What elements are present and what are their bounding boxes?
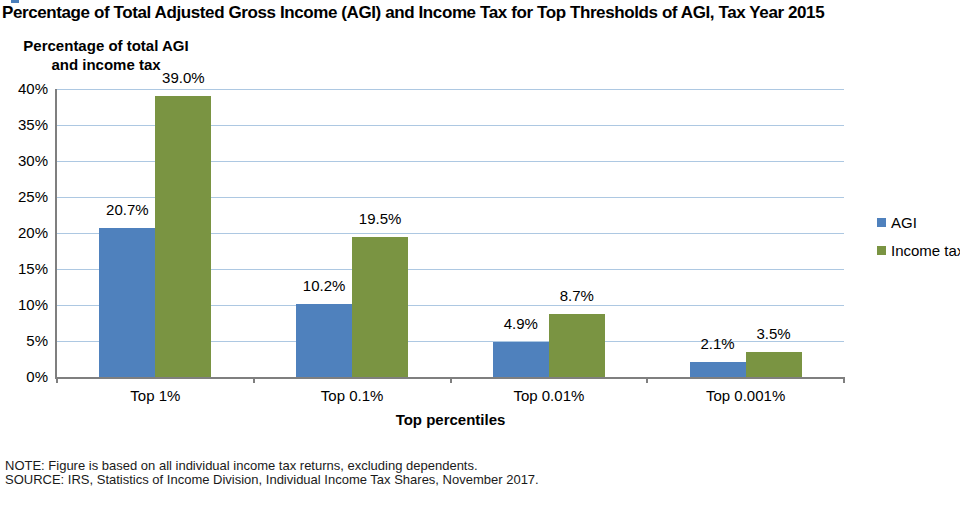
bar-agi-1: [99, 228, 155, 377]
legend: AGI Income tax: [877, 215, 960, 271]
y-tick-label-30pct: 30%: [0, 153, 48, 169]
y-tick-label-35pct: 35%: [0, 117, 48, 133]
x-axis-tick: [843, 377, 845, 383]
legend-swatch-icon: [877, 218, 886, 227]
note-text: NOTE: Figure is based on all individual …: [5, 459, 478, 473]
bar-value-label: 4.9%: [481, 316, 561, 331]
y-tick-label-15pct: 15%: [0, 261, 48, 277]
x-axis-tick: [646, 377, 648, 383]
bar-income-tax-4: [746, 352, 802, 377]
x-axis-tick: [450, 377, 452, 383]
x-category-label: Top 0.01%: [451, 388, 648, 404]
gridline-40pct: [57, 89, 844, 90]
x-category-label: Top 0.1%: [254, 388, 451, 404]
y-tick-label-25pct: 25%: [0, 189, 48, 205]
bar-value-label: 20.7%: [87, 202, 167, 217]
bar-value-label: 39.0%: [143, 70, 223, 85]
x-axis-tick: [253, 377, 255, 383]
chart-title: Percentage of Total Adjusted Gross Incom…: [2, 3, 824, 23]
legend-swatch-icon: [877, 246, 886, 255]
x-axis-category-labels: Top 1%Top 0.1%Top 0.01%Top 0.001%: [57, 388, 844, 406]
y-tick-label-10pct: 10%: [0, 297, 48, 313]
legend-item-agi: AGI: [877, 215, 960, 230]
x-category-label: Top 1%: [57, 388, 254, 404]
bar-agi-4: [690, 362, 746, 377]
y-tick-label-5pct: 5%: [0, 333, 48, 349]
y-tick-label-20pct: 20%: [0, 225, 48, 241]
x-category-label: Top 0.001%: [647, 388, 844, 404]
legend-label: AGI: [891, 215, 917, 230]
bar-value-label: 10.2%: [284, 278, 364, 293]
plot-area: 20.7%39.0%10.2%19.5%4.9%8.7%2.1%3.5%: [55, 89, 844, 379]
bar-agi-2: [296, 304, 352, 377]
source-text: SOURCE: IRS, Statistics of Income Divisi…: [5, 473, 539, 487]
legend-item-income-tax: Income tax: [877, 243, 960, 258]
bar-income-tax-1: [155, 96, 211, 377]
y-axis-tick-labels: 0% 5% 10% 15% 20% 25% 30% 35% 40%: [0, 0, 48, 524]
x-axis-title: Top percentiles: [57, 411, 844, 428]
bar-value-label: 19.5%: [340, 211, 420, 226]
x-axis-tick: [56, 377, 58, 383]
bar-value-label: 3.5%: [734, 326, 814, 341]
bar-agi-3: [493, 342, 549, 377]
bar-value-label: 8.7%: [537, 288, 617, 303]
y-tick-label-40pct: 40%: [0, 81, 48, 97]
chart-figure: Percentage of Total Adjusted Gross Incom…: [0, 0, 960, 524]
legend-label: Income tax: [891, 243, 960, 258]
y-tick-label-0pct: 0%: [0, 369, 48, 385]
bar-income-tax-2: [352, 237, 408, 377]
